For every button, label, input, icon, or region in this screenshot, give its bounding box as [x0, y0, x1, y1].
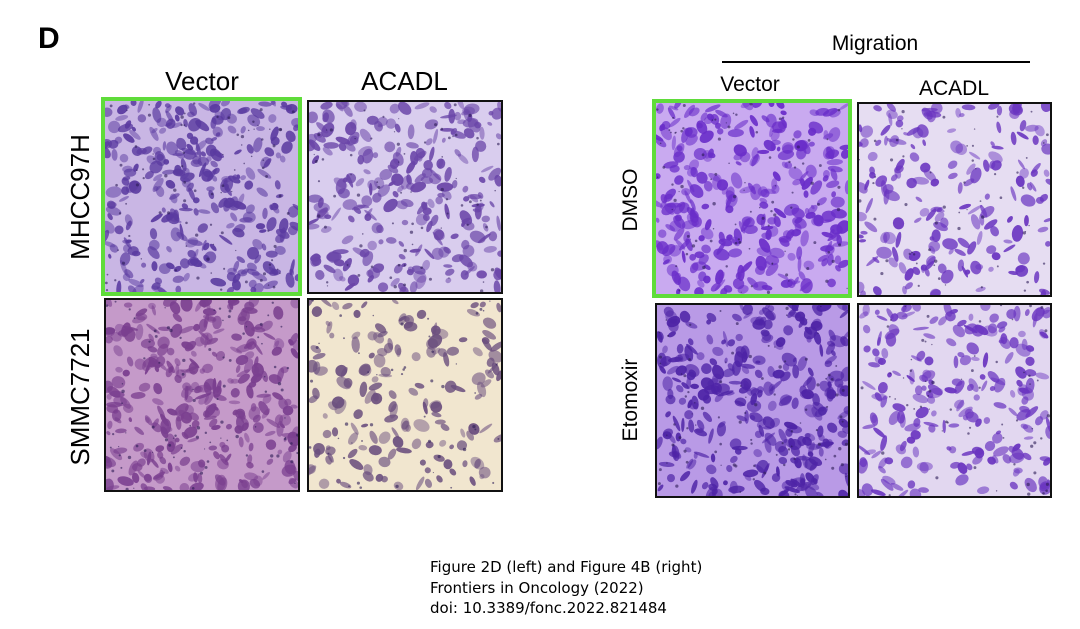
micrograph-etomoxir-acadl	[857, 303, 1052, 498]
caption-line-2: Frontiers in Oncology (2022)	[430, 578, 644, 597]
right-column-label-vector: Vector	[720, 73, 780, 96]
micrograph-mhcc97h-acadl	[307, 100, 503, 294]
caption-line-3: doi: 10.3389/fonc.2022.821484	[430, 599, 667, 617]
micrograph-etomoxir-vector	[655, 303, 850, 498]
micrograph-smmc7721-vector	[104, 298, 300, 492]
right-row-label-etomoxir: Etomoxir	[619, 358, 642, 442]
micrograph-dmso-acadl	[857, 102, 1052, 297]
migration-header-rule	[722, 61, 1030, 63]
micrograph-smmc7721-acadl	[307, 298, 503, 492]
right-row-label-dmso: DMSO	[619, 168, 642, 232]
left-row-label-mhcc97h: MHCC97H	[65, 134, 95, 260]
figure-caption: Figure 2D (left) and Figure 4B (right) F…	[430, 557, 702, 619]
micrograph-dmso-vector	[652, 99, 852, 298]
right-column-label-acadl: ACADL	[918, 77, 990, 100]
panel-letter: D	[38, 22, 60, 55]
left-row-label-smmc7721: SMMC7721	[65, 328, 95, 466]
micrograph-mhcc97h-vector	[101, 97, 302, 296]
migration-header: Migration	[831, 32, 919, 55]
left-column-label-vector: Vector	[165, 66, 239, 96]
caption-line-1: Figure 2D (left) and Figure 4B (right)	[430, 558, 703, 576]
left-column-label-acadl: ACADL	[361, 66, 448, 96]
